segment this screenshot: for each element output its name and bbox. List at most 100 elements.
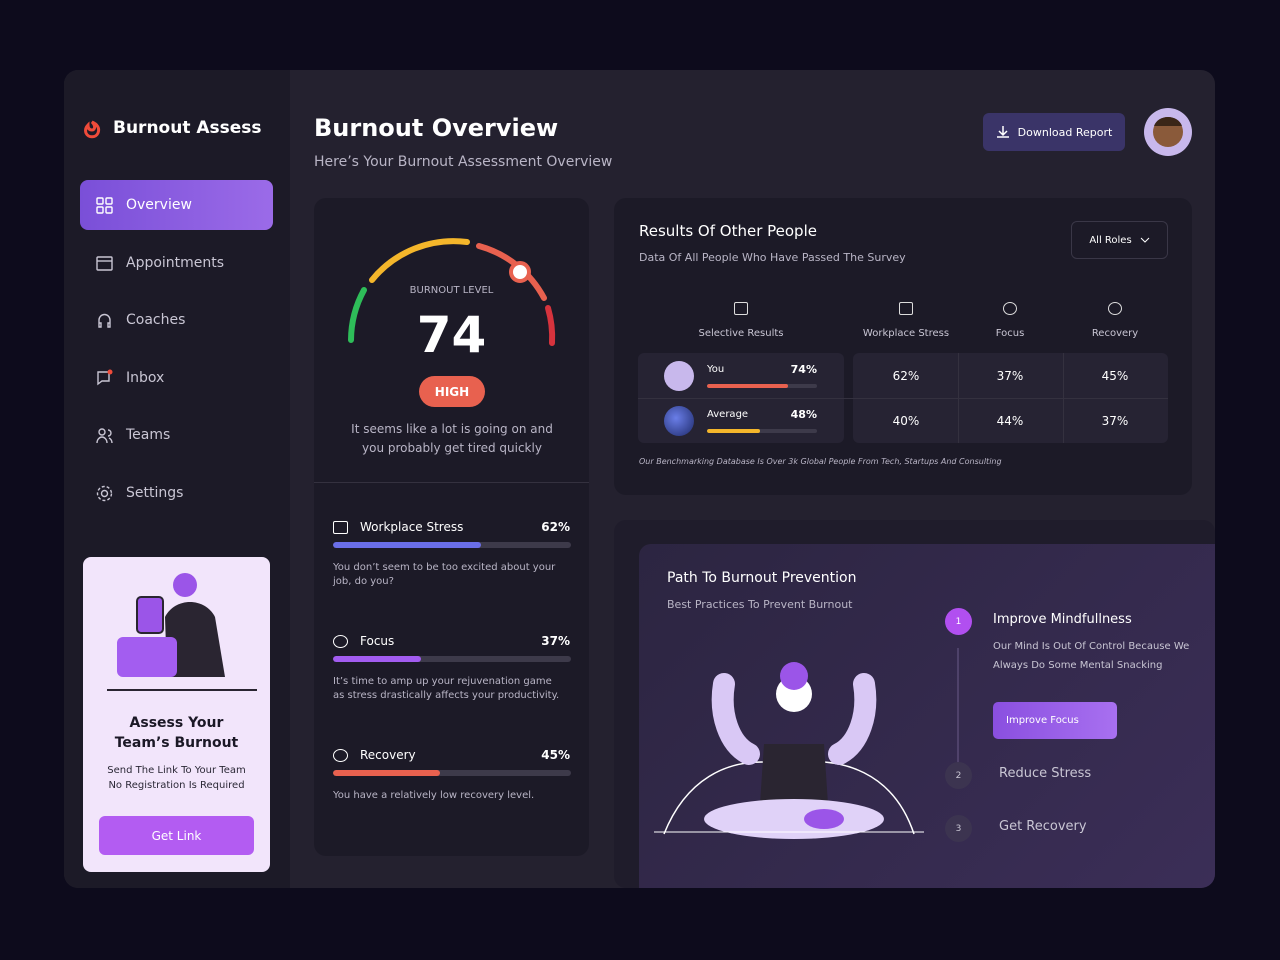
page-subtitle: Here’s Your Burnout Assessment Overview <box>314 154 613 170</box>
row-avatar <box>664 406 694 436</box>
table-cell: 40% <box>892 414 920 428</box>
role-filter[interactable]: All Roles <box>1071 221 1168 259</box>
table-cell: 44% <box>996 414 1024 428</box>
metric-bar <box>333 542 481 548</box>
row-name: You <box>707 364 725 375</box>
nav-label: Coaches <box>126 312 186 329</box>
get-link-button[interactable]: Get Link <box>99 816 254 855</box>
promo-card: Assess Your Team’s Burnout Send The Link… <box>83 557 270 872</box>
app: Burnout Assess Overview Appointments Coach… <box>64 70 1215 888</box>
metric-note: You have a relatively low recovery level… <box>333 790 535 801</box>
step-title: Reduce Stress <box>999 766 1092 781</box>
meditation-illustration <box>654 662 924 839</box>
gauge-label: BURNOUT LEVEL <box>409 285 494 296</box>
column-header: Recovery <box>1091 328 1139 339</box>
logo <box>84 120 101 139</box>
row-divider <box>638 398 1168 399</box>
metric-bar <box>333 656 422 662</box>
step-number: 1 <box>945 608 972 635</box>
metric-bar <box>333 770 441 776</box>
footnote: Our Benchmarking Database Is Over 3k Glo… <box>639 457 1002 466</box>
results-card: Results Of Other People Data Of All Peop… <box>614 198 1192 495</box>
promo-text: Send The Link To Your Team No Registratio… <box>83 763 270 793</box>
nav-icon <box>96 485 113 501</box>
download-icon <box>996 126 1009 138</box>
illustration <box>107 573 257 691</box>
column-icon <box>1108 302 1122 315</box>
results-title: Results Of Other People <box>639 222 817 240</box>
nav-icon <box>96 256 113 271</box>
step-button[interactable]: Improve Focus <box>993 702 1117 739</box>
chevron <box>1140 237 1150 243</box>
metric-icon <box>333 521 348 534</box>
filter-label: All Roles <box>1089 234 1132 246</box>
table-cell: 37% <box>996 369 1024 383</box>
nav-icon <box>96 196 113 214</box>
results-subtitle: Data Of All People Who Have Passed The S… <box>639 251 906 264</box>
metric-icon <box>333 635 348 648</box>
row-name: Average <box>707 409 749 420</box>
promo-line: Send The Link To Your Team <box>107 765 246 776</box>
metric-name: Recovery <box>360 748 416 762</box>
column-header: Selective Results <box>698 328 784 339</box>
row-bar <box>707 429 760 433</box>
metric-value: 37% <box>541 634 570 648</box>
row-track <box>707 429 817 433</box>
gauge-value: 74 <box>416 306 487 364</box>
step-number: 3 <box>945 815 972 842</box>
step-title: Get Recovery <box>999 819 1087 834</box>
table-cell: 62% <box>892 369 920 383</box>
divider <box>314 482 589 483</box>
nav-item[interactable]: Appointments <box>80 238 273 288</box>
promo-line: No Registration Is Required <box>108 780 245 791</box>
nav-icon <box>98 313 111 328</box>
column-icon <box>1003 302 1017 315</box>
burnout-card: BURNOUT LEVEL 74 HIGH It seems like a lo… <box>314 198 589 856</box>
column-header: Focus <box>995 328 1025 339</box>
prevention-title: Path To Burnout Prevention <box>667 570 857 586</box>
column-icon <box>734 302 748 315</box>
metric-name: Focus <box>360 634 395 648</box>
metric-note: You don’t seem to be too excited about y… <box>333 562 556 587</box>
column-header: Workplace Stress <box>862 328 950 339</box>
steps-line <box>957 648 959 772</box>
metric-icon <box>333 749 348 762</box>
brand: Burnout Assess <box>113 118 262 138</box>
row-avatar <box>664 361 694 391</box>
nav-item[interactable]: Teams <box>80 410 273 460</box>
nav-icon <box>96 428 113 443</box>
nav-item[interactable]: Inbox <box>80 353 273 403</box>
col-divider <box>1063 353 1064 443</box>
step-number: 2 <box>945 762 972 789</box>
col-divider <box>958 353 959 443</box>
metric-value: 62% <box>541 520 570 534</box>
gauge-message: It seems like a lot is going on and you … <box>351 422 553 455</box>
promo-title: Assess Your Team’s Burnout <box>114 715 239 751</box>
sidebar: Burnout Assess Overview Appointments Coach… <box>64 70 290 888</box>
page-title: Burnout Overview <box>314 114 559 142</box>
nav-item[interactable]: Coaches <box>80 295 273 345</box>
column-icon <box>899 302 913 315</box>
metric-value: 45% <box>541 748 570 762</box>
metric-track <box>333 770 571 776</box>
table-cell: 37% <box>1101 414 1129 428</box>
download-label: Download Report <box>1017 125 1113 139</box>
row-score: 48% <box>790 408 817 421</box>
step-title: Improve Mindfullness <box>993 612 1132 627</box>
nav-label: Overview <box>126 197 192 213</box>
level-badge: HIGH <box>419 376 485 407</box>
avatar[interactable] <box>1144 108 1192 156</box>
nav-item[interactable]: Settings <box>80 468 273 518</box>
table-cell: 45% <box>1101 369 1129 383</box>
nav-label: Settings <box>126 485 184 501</box>
prevention-subtitle: Best Practices To Prevent Burnout <box>667 598 853 611</box>
prevention-panel: Path To Burnout Prevention Best Practice… <box>639 544 1215 888</box>
row-score: 74% <box>790 363 817 376</box>
gauge <box>348 238 556 346</box>
nav-icon <box>97 369 113 386</box>
download-button[interactable]: Download Report <box>983 113 1125 151</box>
step-text: Our Mind Is Out Of Control Because We Al… <box>993 641 1190 671</box>
nav-item[interactable]: Overview <box>80 180 273 230</box>
nav-label: Appointments <box>126 254 225 271</box>
